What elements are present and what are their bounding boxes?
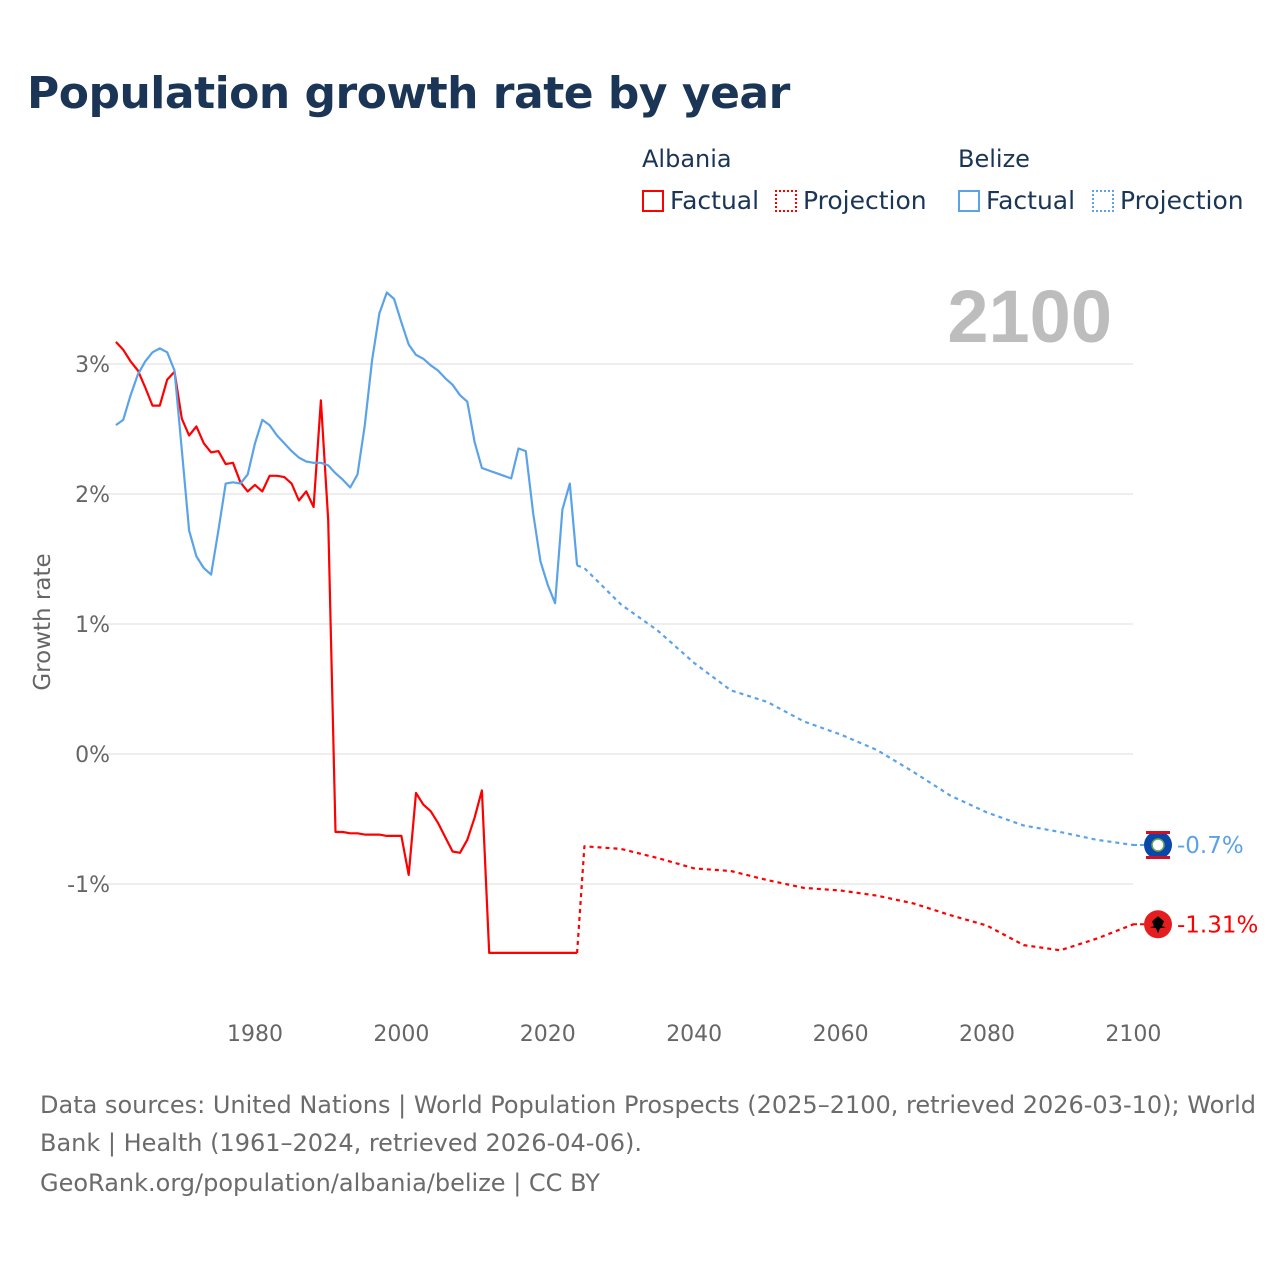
albania-end-value: -1.31% <box>1177 912 1258 938</box>
albania-factual-line <box>115 341 578 955</box>
x-tick-label: 2040 <box>666 1022 722 1047</box>
albania-projection-line <box>576 845 1134 953</box>
legend-label: Projection <box>1120 186 1244 215</box>
chart-title: Population growth rate by year <box>27 68 790 119</box>
solid-swatch-icon <box>958 189 980 212</box>
y-tick-label: -1% <box>67 873 110 898</box>
footer-link[interactable]: GeoRank.org/population/albania/belize | … <box>40 1169 600 1197</box>
y-tick-label: 3% <box>75 353 110 378</box>
x-tick-label: 2000 <box>373 1022 429 1047</box>
belize-projection-line <box>576 564 1134 847</box>
legend-belize-projection[interactable]: Projection <box>1092 186 1244 215</box>
footer-sources-2: Bank | Health (1961–2024, retrieved 2026… <box>40 1129 642 1157</box>
legend-label: Factual <box>986 186 1076 215</box>
x-tick-label: 2080 <box>959 1022 1015 1047</box>
y-axis-label: Growth rate <box>30 553 56 690</box>
y-tick-label: 2% <box>75 483 110 508</box>
y-tick-label: 0% <box>75 743 110 768</box>
albania-flag-icon <box>1144 910 1172 939</box>
legend-label: Projection <box>803 186 927 215</box>
legend-belize-factual[interactable]: Factual <box>958 186 1075 215</box>
legend-label: Factual <box>670 186 760 215</box>
belize-factual-line <box>115 291 579 605</box>
y-tick-label: 1% <box>75 613 110 638</box>
footer-sources-1: Data sources: United Nations | World Pop… <box>40 1091 1257 1119</box>
dotted-swatch-icon <box>1092 189 1114 212</box>
year-watermark: 2100 <box>947 275 1112 358</box>
x-tick-label: 1980 <box>227 1022 283 1047</box>
x-tick-label: 2100 <box>1105 1022 1161 1047</box>
legend-albania-title: Albania <box>642 145 732 173</box>
belize-flag-icon <box>1144 831 1172 859</box>
legend-albania-projection[interactable]: Projection <box>775 186 927 215</box>
x-tick-label: 2020 <box>520 1022 576 1047</box>
dotted-swatch-icon <box>775 189 797 212</box>
solid-swatch-icon <box>642 189 664 212</box>
legend-albania-factual[interactable]: Factual <box>642 186 759 215</box>
x-tick-label: 2060 <box>813 1022 869 1047</box>
legend-belize-title: Belize <box>958 145 1030 173</box>
belize-end-value: -0.7% <box>1177 833 1244 859</box>
